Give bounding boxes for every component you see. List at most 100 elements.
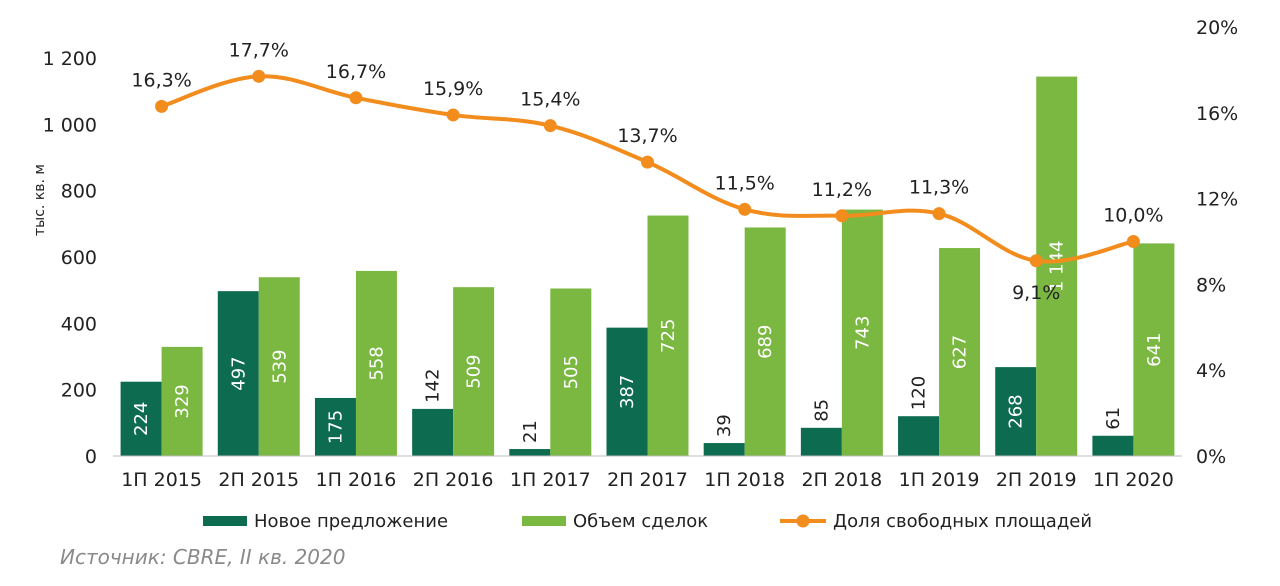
- bar-new-supply: [703, 443, 745, 456]
- vacancy-point: [155, 99, 169, 113]
- bar-value-label: 61: [1103, 407, 1124, 430]
- bar-value-label: 1 144: [1047, 241, 1068, 293]
- bar-value-label: 142: [423, 369, 444, 403]
- bar-value-label: 85: [811, 399, 832, 422]
- bar-new-supply: [217, 291, 259, 456]
- vacancy-value-label: 13,7%: [617, 125, 677, 147]
- vacancy-value-label: 9,1%: [1012, 282, 1060, 304]
- bar-value-label: 268: [1006, 394, 1027, 428]
- left-tick-label: 1 200: [43, 48, 97, 70]
- bar-value-label: 627: [950, 335, 971, 369]
- bar-deal-volume: [744, 227, 786, 456]
- vacancy-value-label: 15,4%: [520, 89, 580, 111]
- bar-value-label: 641: [1144, 333, 1165, 367]
- right-tick-label: 8%: [1196, 274, 1226, 296]
- bar-new-supply: [995, 367, 1037, 456]
- left-tick-label: 600: [61, 247, 97, 269]
- bar-value-label: 509: [464, 354, 485, 388]
- legend-swatch-deal-volume: [522, 516, 566, 526]
- vacancy-value-label: 16,7%: [326, 61, 386, 83]
- vacancy-point: [738, 202, 752, 216]
- bar-deal-volume: [1036, 76, 1078, 456]
- bar-value-label: 387: [617, 375, 638, 409]
- bar-value-label: 558: [366, 346, 387, 380]
- left-tick-label: 0: [85, 446, 97, 468]
- x-tick-label: 2П 2017: [607, 469, 688, 491]
- source-note: Источник: CBRE, II кв. 2020: [60, 545, 346, 569]
- vacancy-value-label: 11,5%: [715, 172, 775, 194]
- vacancy-value-label: 17,7%: [229, 39, 289, 61]
- left-tick-label: 1 000: [43, 114, 97, 136]
- vacancy-value-label: 11,2%: [812, 179, 872, 201]
- legend-label-deal-volume: Объем сделок: [573, 511, 708, 532]
- x-tick-label: 2П 2019: [996, 469, 1077, 491]
- right-tick-label: 16%: [1196, 103, 1238, 125]
- bar-deal-volume: [355, 270, 397, 456]
- bar-deal-volume: [841, 209, 883, 456]
- x-tick-label: 1П 2020: [1093, 469, 1174, 491]
- bar-deal-volume: [161, 346, 203, 456]
- bars: 224 329 497 539 175 558 142 509 21 505 387 725 39 689…: [120, 76, 1175, 456]
- bar-value-label: 39: [714, 414, 735, 437]
- x-tick-label: 1П 2016: [316, 469, 397, 491]
- y-axis-label: тыс. кв. м: [32, 164, 48, 236]
- left-tick-label: 200: [61, 380, 97, 402]
- x-tick-label: 1П 2018: [704, 469, 785, 491]
- vacancy-point: [932, 207, 946, 221]
- bar-value-label: 689: [755, 325, 776, 359]
- vacancy-line: 16,3% 17,7% 16,7% 15,9% 15,4% 13,7% 11,5% 11,2%…: [131, 39, 1163, 303]
- bar-new-supply: [800, 427, 842, 456]
- vacancy-point: [1126, 235, 1140, 248]
- bar-value-label: 539: [269, 349, 290, 383]
- legend-label-new-supply: Новое предложение: [254, 511, 448, 532]
- bar-value-label: 505: [561, 355, 582, 389]
- bar-value-label: 329: [172, 384, 193, 418]
- vacancy-value-label: 10,0%: [1103, 205, 1163, 227]
- right-y-axis: 0% 4% 8% 12% 16% 20%: [1196, 17, 1238, 468]
- x-tick-label: 2П 2018: [801, 469, 882, 491]
- bar-deal-volume: [939, 248, 981, 456]
- bar-deal-volume: [550, 288, 592, 456]
- bar-new-supply: [606, 327, 648, 456]
- bar-value-label: 175: [325, 410, 346, 444]
- x-axis: 1П 2015 2П 2015 1П 2016 2П 2016 1П 2017 2П 20…: [113, 455, 1182, 491]
- bar-new-supply: [898, 416, 940, 456]
- left-tick-label: 400: [61, 313, 97, 335]
- x-tick-label: 1П 2019: [899, 469, 980, 491]
- vacancy-point: [446, 108, 460, 122]
- bar-value-label: 21: [520, 420, 541, 443]
- bar-deal-volume: [647, 215, 689, 456]
- x-tick-label: 2П 2015: [218, 469, 299, 491]
- bar-new-supply: [509, 449, 551, 456]
- bar-value-label: 743: [852, 316, 873, 350]
- bar-new-supply: [412, 408, 454, 456]
- bar-deal-volume: [258, 277, 300, 456]
- legend-swatch-vacancy-point: [796, 514, 810, 528]
- legend: Новое предложение Объем сделок Доля свобод…: [203, 511, 1092, 532]
- vacancy-point: [252, 69, 266, 83]
- vacancy-point: [543, 119, 557, 133]
- right-tick-label: 12%: [1196, 189, 1238, 211]
- vacancy-point: [1029, 254, 1043, 268]
- bar-value-label: 497: [228, 356, 249, 390]
- vacancy-point: [641, 155, 654, 169]
- vacancy-value-label: 11,3%: [909, 177, 969, 199]
- vacancy-point: [349, 91, 363, 105]
- bar-value-label: 725: [658, 319, 679, 353]
- vacancy-value-label: 15,9%: [423, 78, 483, 100]
- right-tick-label: 20%: [1196, 17, 1238, 39]
- bar-value-label: 120: [909, 376, 930, 410]
- vacancy-point: [835, 209, 849, 223]
- bar-new-supply: [1092, 435, 1134, 456]
- bar-new-supply: [314, 397, 356, 456]
- left-tick-label: 800: [61, 181, 97, 203]
- bar-deal-volume: [453, 287, 495, 456]
- x-tick-label: 1П 2017: [510, 469, 591, 491]
- x-tick-label: 1П 2015: [121, 469, 202, 491]
- bar-deal-volume: [1133, 243, 1175, 456]
- bar-new-supply: [120, 381, 162, 456]
- right-tick-label: 4%: [1196, 360, 1226, 382]
- right-tick-label: 0%: [1196, 446, 1226, 468]
- left-y-axis: 0 200 400 600 800 1 000 1 200: [43, 48, 97, 468]
